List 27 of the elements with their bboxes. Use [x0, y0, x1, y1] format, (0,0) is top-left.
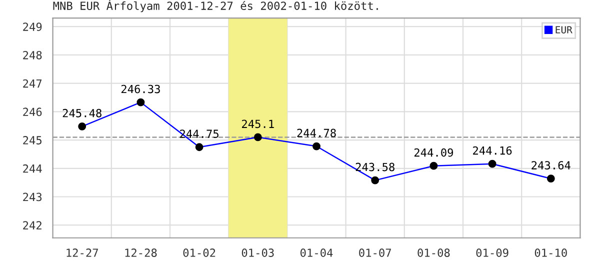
- x-tick-label: 01-10: [534, 248, 567, 257]
- y-tick-label: 242: [23, 221, 42, 230]
- data-label: 245.48: [62, 108, 102, 118]
- x-tick-label: 01-07: [359, 248, 391, 257]
- data-label: 246.33: [121, 84, 160, 94]
- legend-label: EUR: [556, 26, 572, 34]
- data-label: 244.09: [414, 148, 454, 157]
- x-tick-label: 12-27: [66, 248, 98, 257]
- y-tick-label: 248: [23, 50, 42, 60]
- y-tick-label: 249: [23, 22, 42, 32]
- chart-title: MNB EUR Árfolyam 2001-12-27 és 2002-01-10 között.: [53, 0, 378, 12]
- data-label: 244.78: [297, 128, 336, 138]
- y-tick-label: 244: [23, 164, 42, 173]
- data-label: 245.1: [242, 120, 274, 128]
- y-tick-label: 243: [23, 192, 42, 202]
- x-tick-label: 01-03: [242, 248, 274, 257]
- x-tick-label: 01-04: [300, 248, 333, 257]
- x-tick-label: 01-02: [183, 248, 216, 257]
- x-tick-label: 12-28: [125, 248, 157, 257]
- data-label: 244.16: [473, 146, 512, 155]
- y-tick-label: 245: [23, 136, 42, 144]
- x-tick-label: 01-08: [418, 248, 450, 257]
- data-label: 243.64: [532, 161, 570, 170]
- y-tick-label: 246: [23, 108, 42, 116]
- data-label: 243.58: [356, 162, 394, 172]
- x-tick-label: 01-09: [476, 248, 508, 257]
- y-tick-label: 247: [23, 79, 42, 88]
